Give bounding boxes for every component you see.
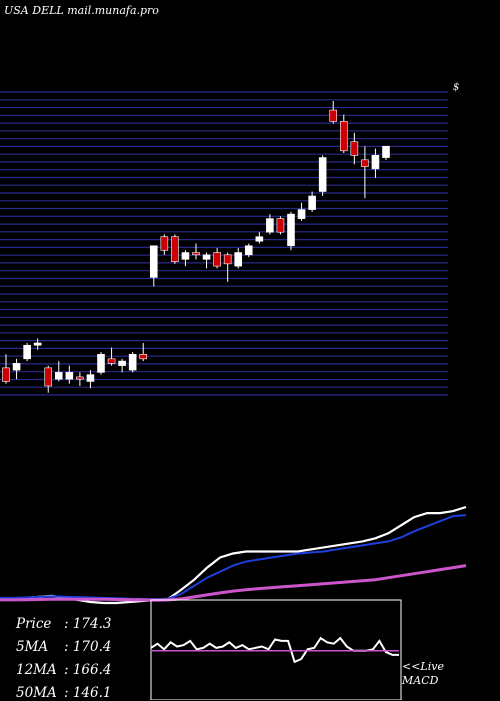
- candle-body: [213, 252, 221, 267]
- moving-average-panel: [0, 505, 467, 605]
- candle-body: [2, 367, 10, 382]
- candle-body: [308, 195, 316, 210]
- candle-body: [12, 363, 21, 371]
- candle-body: [181, 252, 190, 260]
- candle-body: [339, 121, 348, 152]
- candle-body: [266, 218, 274, 233]
- candle-body: [223, 254, 232, 265]
- chart-title: USA DELL mail.munafa.pro: [4, 4, 159, 17]
- candle-body: [382, 145, 390, 158]
- candle-body: [139, 353, 148, 360]
- candle-body: [149, 245, 158, 278]
- live-macd-legend: <<Live MACD: [402, 660, 444, 688]
- candle-body: [287, 213, 295, 247]
- price-label: Price: [16, 616, 52, 632]
- price-grid: $: [0, 82, 459, 396]
- candle-body: [23, 344, 31, 360]
- candle-body: [329, 109, 338, 122]
- candle-body: [297, 209, 306, 219]
- candle-body: [255, 236, 264, 242]
- candle-body: [97, 353, 105, 373]
- candle-body: [44, 367, 53, 387]
- ma5-label: 5MA: [16, 639, 49, 655]
- candle-body: [202, 254, 211, 260]
- macd-label: MACD: [402, 674, 439, 687]
- ma50-row: 50MA : 146.1: [16, 685, 112, 701]
- moving-average-line: [0, 505, 467, 605]
- price-summary-panel: Price : 174.3 5MA : 170.4 12MA : 166.4 50MA…: [0, 600, 150, 701]
- candle-body: [318, 157, 327, 192]
- ma12-value: : 166.4: [64, 662, 112, 678]
- candle-body: [33, 342, 42, 346]
- price-row: Price : 174.3: [16, 616, 112, 632]
- moving-average-line: [0, 564, 467, 602]
- candle-body: [361, 159, 369, 167]
- candle-body: [234, 252, 243, 267]
- ma50-label: 50MA: [16, 685, 57, 701]
- ma5-value: : 170.4: [64, 639, 112, 655]
- candle-body: [65, 372, 74, 380]
- candle-body: [350, 141, 359, 156]
- ma12-row: 12MA : 166.4: [16, 662, 112, 678]
- candle-body: [171, 236, 179, 262]
- ma5-row: 5MA : 170.4: [16, 639, 112, 655]
- ma50-value: : 146.1: [64, 685, 112, 701]
- candle-body: [118, 360, 126, 366]
- live-label: <<Live: [402, 660, 444, 673]
- candle-body: [160, 236, 169, 251]
- candle-body: [371, 155, 380, 170]
- candle-body: [54, 372, 63, 380]
- candle-body: [128, 353, 137, 371]
- axis-label: $: [453, 82, 459, 93]
- candle-body: [192, 252, 200, 256]
- moving-average-line: [0, 514, 467, 601]
- candle-body: [76, 376, 84, 380]
- candle-body: [244, 245, 253, 256]
- candle-body: [276, 218, 285, 233]
- macd-panel: [150, 599, 402, 700]
- candle-body: [107, 358, 116, 364]
- candle-body: [86, 374, 95, 382]
- price-value: : 174.3: [64, 616, 112, 632]
- candlestick-series: [2, 101, 390, 393]
- ma12-label: 12MA: [16, 662, 57, 678]
